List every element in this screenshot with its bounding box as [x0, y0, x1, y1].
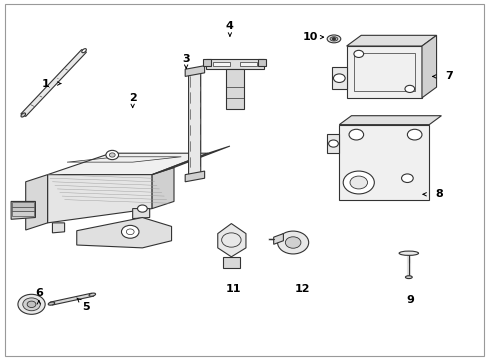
Polygon shape	[326, 134, 339, 153]
Ellipse shape	[48, 302, 55, 305]
Polygon shape	[225, 69, 243, 109]
Ellipse shape	[329, 37, 337, 41]
Text: 6: 6	[35, 288, 42, 297]
Bar	[212, 62, 229, 66]
Ellipse shape	[81, 49, 86, 53]
Text: 12: 12	[294, 284, 310, 294]
Polygon shape	[21, 50, 86, 116]
Circle shape	[328, 140, 338, 147]
Ellipse shape	[89, 293, 95, 296]
Polygon shape	[258, 59, 266, 66]
Ellipse shape	[398, 251, 418, 255]
Circle shape	[285, 237, 300, 248]
Circle shape	[404, 85, 414, 93]
Circle shape	[349, 176, 367, 189]
Circle shape	[27, 301, 36, 307]
Polygon shape	[346, 35, 436, 46]
Text: 9: 9	[405, 295, 413, 305]
Circle shape	[23, 298, 40, 311]
Polygon shape	[346, 46, 421, 98]
Circle shape	[353, 50, 363, 58]
Circle shape	[277, 231, 308, 254]
Circle shape	[407, 129, 421, 140]
Circle shape	[137, 205, 147, 212]
Polygon shape	[152, 146, 229, 175]
Text: 11: 11	[225, 284, 241, 294]
Polygon shape	[47, 153, 207, 175]
Text: 4: 4	[225, 21, 233, 31]
Polygon shape	[47, 175, 152, 223]
Circle shape	[18, 294, 45, 314]
Polygon shape	[339, 125, 428, 200]
Circle shape	[331, 37, 335, 40]
Polygon shape	[185, 66, 204, 76]
Polygon shape	[339, 116, 441, 125]
Polygon shape	[50, 293, 94, 305]
Polygon shape	[132, 208, 149, 219]
Polygon shape	[26, 175, 47, 230]
Polygon shape	[77, 217, 171, 248]
Polygon shape	[331, 67, 346, 89]
Circle shape	[333, 74, 345, 82]
Bar	[239, 62, 256, 66]
Polygon shape	[205, 59, 264, 69]
Polygon shape	[11, 202, 35, 219]
Text: 5: 5	[82, 302, 90, 312]
Text: 3: 3	[182, 54, 189, 64]
Text: 10: 10	[302, 32, 317, 42]
Polygon shape	[185, 171, 204, 182]
Ellipse shape	[326, 35, 340, 43]
Bar	[353, 53, 414, 91]
Polygon shape	[222, 257, 240, 267]
Ellipse shape	[21, 113, 25, 117]
Text: 7: 7	[444, 71, 452, 81]
Polygon shape	[52, 223, 64, 233]
Text: 2: 2	[128, 93, 136, 103]
Polygon shape	[421, 35, 436, 98]
Polygon shape	[152, 167, 174, 208]
Circle shape	[106, 150, 118, 159]
Polygon shape	[217, 224, 245, 257]
Circle shape	[109, 153, 115, 157]
Circle shape	[348, 129, 363, 140]
Circle shape	[121, 225, 139, 238]
Text: 1: 1	[41, 78, 49, 89]
Ellipse shape	[405, 276, 411, 279]
Polygon shape	[12, 211, 34, 216]
Polygon shape	[273, 234, 283, 244]
Polygon shape	[12, 202, 34, 207]
Polygon shape	[203, 59, 211, 66]
Circle shape	[343, 171, 373, 194]
Circle shape	[401, 174, 412, 183]
Text: 8: 8	[434, 189, 442, 199]
Polygon shape	[12, 207, 34, 211]
Polygon shape	[188, 67, 201, 176]
